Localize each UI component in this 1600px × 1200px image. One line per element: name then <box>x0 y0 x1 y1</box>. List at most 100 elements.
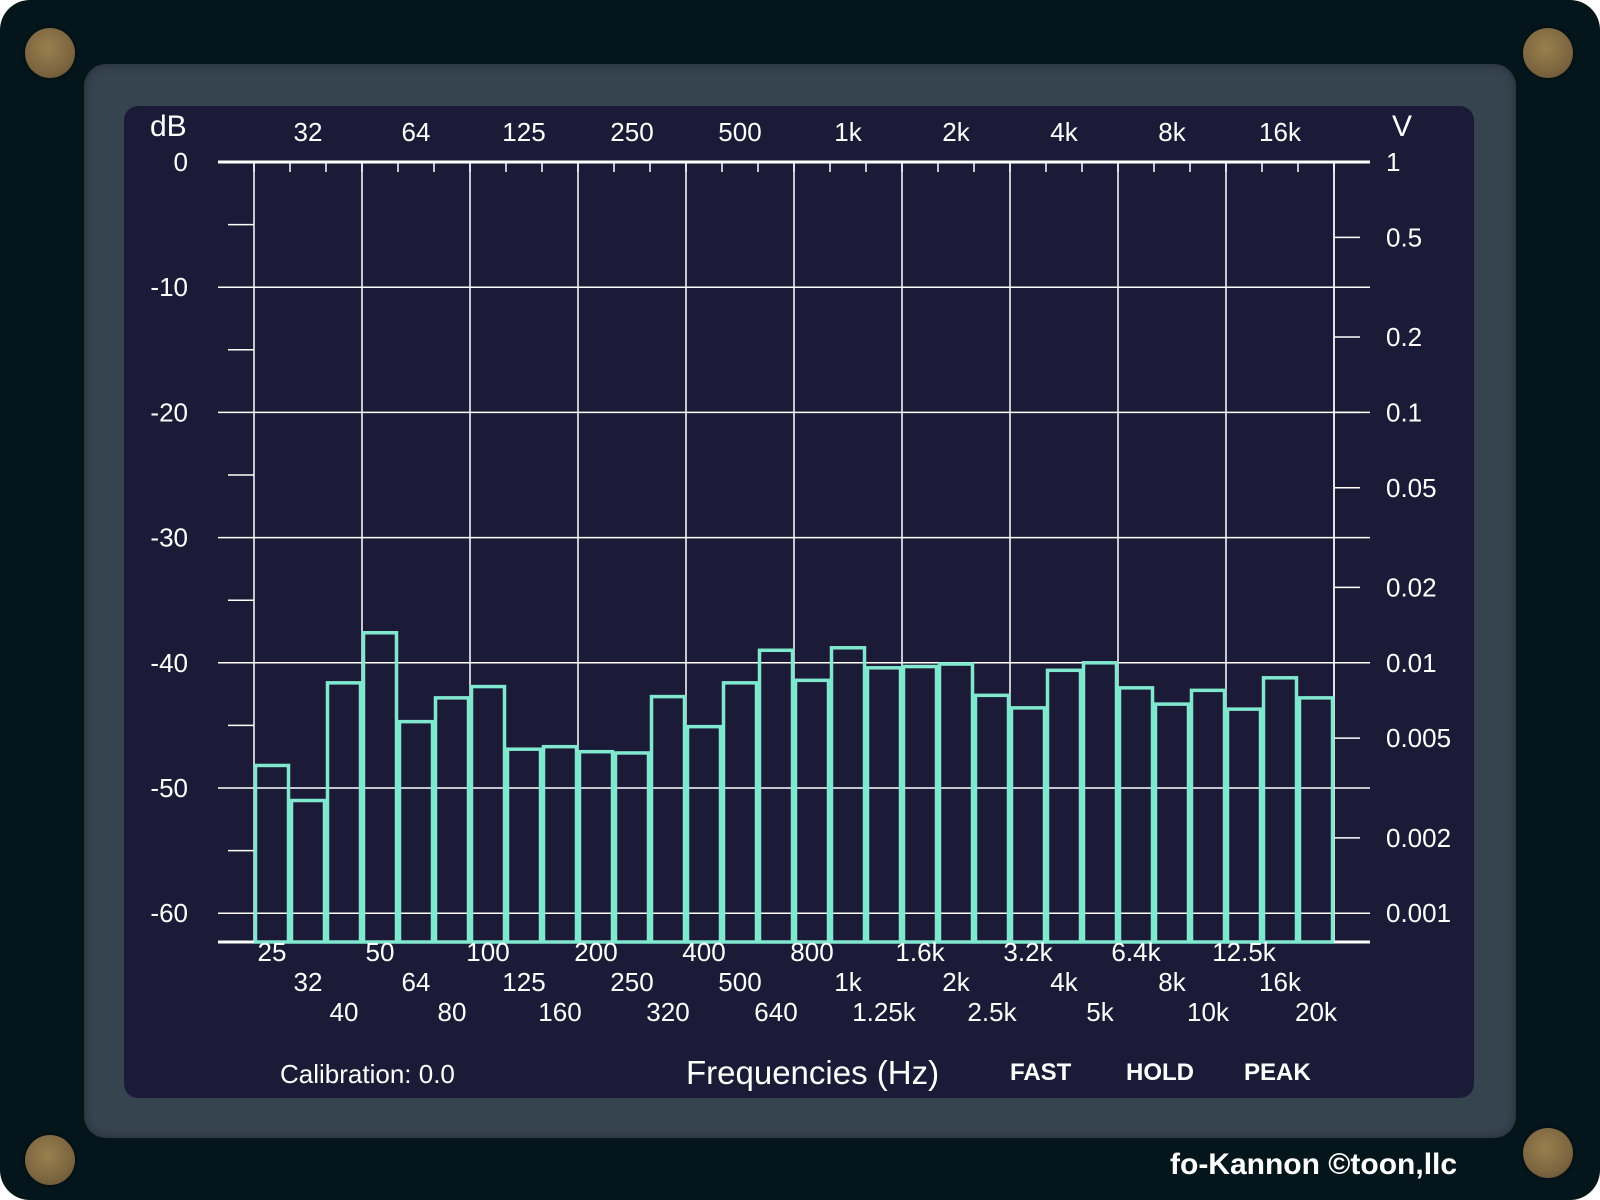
x-tick-label: 200 <box>574 937 617 967</box>
spectrum-bar <box>325 681 363 944</box>
x-tick-label: 25 <box>258 937 287 967</box>
right-tick-label: 0.1 <box>1386 397 1422 427</box>
top-tick-label: 4k <box>1050 117 1078 147</box>
x-tick-label: 500 <box>718 967 761 997</box>
top-tick-label: 32 <box>294 117 323 147</box>
spectrum-bar <box>505 747 543 944</box>
x-tick-label: 160 <box>538 997 581 1027</box>
x-tick-label: 1k <box>834 967 862 997</box>
top-tick-label: 500 <box>718 117 761 147</box>
spectrum-bar <box>829 646 867 944</box>
screw-top-left-icon <box>25 28 75 78</box>
right-tick-label: 0.01 <box>1386 648 1437 678</box>
screw-bottom-left-icon <box>25 1135 75 1185</box>
right-tick-label: 0.005 <box>1386 723 1451 753</box>
x-tick-label: 320 <box>646 997 689 1027</box>
x-tick-label: 40 <box>330 997 359 1027</box>
calibration-readout[interactable]: Calibration: 0.0 <box>280 1059 455 1089</box>
x-tick-label: 2k <box>942 967 970 997</box>
spectrum-bar <box>1261 676 1299 944</box>
x-tick-label: 12.5k <box>1212 937 1277 967</box>
right-axis-title: V <box>1392 110 1412 143</box>
x-tick-label: 20k <box>1295 997 1338 1027</box>
left-axis-title: dB <box>150 110 187 143</box>
spectrum-bar <box>1297 696 1335 944</box>
spectrum-bar <box>649 694 687 944</box>
x-tick-label: 64 <box>402 967 431 997</box>
x-tick-label: 250 <box>610 967 653 997</box>
right-tick-label: 1 <box>1386 147 1400 177</box>
x-tick-label: 1.25k <box>852 997 917 1027</box>
spectrum-bar <box>289 798 327 944</box>
x-tick-label: 800 <box>790 937 833 967</box>
peak-button[interactable]: PEAK <box>1244 1059 1311 1086</box>
right-tick-label: 0.2 <box>1386 322 1422 352</box>
spectrum-bar <box>685 724 723 944</box>
spectrum-bar <box>1009 706 1047 944</box>
spectrum-bar <box>433 696 471 944</box>
spectrum-bar <box>865 666 903 944</box>
x-tick-label: 2.5k <box>967 997 1017 1027</box>
right-tick-label: 0.02 <box>1386 572 1437 602</box>
x-tick-label: 3.2k <box>1003 937 1053 967</box>
x-tick-label: 400 <box>682 937 725 967</box>
spectrum-bar <box>469 684 507 944</box>
right-tick-label: 0.001 <box>1386 898 1451 928</box>
left-tick-label: -30 <box>150 523 188 553</box>
x-tick-label: 6.4k <box>1111 937 1161 967</box>
spectrum-bar <box>973 693 1011 944</box>
x-tick-label: 8k <box>1158 967 1186 997</box>
brand-label: fo-Kannon ©toon,llc <box>1170 1148 1458 1181</box>
x-tick-label: 1.6k <box>895 937 945 967</box>
spectrum-bar <box>1189 688 1227 944</box>
right-tick-label: 0.5 <box>1386 222 1422 252</box>
top-tick-label: 125 <box>502 117 545 147</box>
spectrum-bar <box>793 678 831 944</box>
top-tick-label: 2k <box>942 117 970 147</box>
hold-button[interactable]: HOLD <box>1126 1059 1194 1086</box>
x-axis-label: Frequencies (Hz) <box>686 1054 940 1091</box>
left-tick-label: -10 <box>150 272 188 302</box>
spectrum-bar <box>1117 686 1155 944</box>
x-tick-label: 4k <box>1050 967 1078 997</box>
spectrum-bar <box>541 744 579 944</box>
right-tick-label: 0.05 <box>1386 473 1437 503</box>
x-tick-label: 16k <box>1259 967 1302 997</box>
x-tick-label: 125 <box>502 967 545 997</box>
x-tick-label: 5k <box>1086 997 1114 1027</box>
left-tick-label: -60 <box>150 898 188 928</box>
spectrum-bar <box>397 719 435 944</box>
spectrum-bar <box>1225 707 1263 944</box>
spectrum-bar <box>577 749 615 944</box>
spectrum-chart: 1 0.5 0.2 0.1 0.05 0.02 0.01 0.005 0.002 0.001 0 -1… <box>150 110 1451 1027</box>
top-tick-label: 8k <box>1158 117 1186 147</box>
x-tick-label: 100 <box>466 937 509 967</box>
top-tick-label: 250 <box>610 117 653 147</box>
left-tick-label: -40 <box>150 648 188 678</box>
spectrum-bar <box>361 631 399 944</box>
right-tick-label: 0.002 <box>1386 823 1451 853</box>
spectrum-bar <box>1045 668 1083 944</box>
left-tick-label: -20 <box>150 397 188 427</box>
spectrum-bar <box>721 681 759 944</box>
x-tick-label: 32 <box>294 967 323 997</box>
left-tick-label: 0 <box>174 147 188 177</box>
top-tick-label: 16k <box>1259 117 1302 147</box>
top-tick-label: 64 <box>402 117 431 147</box>
spectrum-bar <box>253 763 291 944</box>
screw-top-right-icon <box>1523 28 1573 78</box>
x-tick-label: 10k <box>1187 997 1230 1027</box>
spectrum-bar <box>937 662 975 944</box>
spectrum-bar <box>613 751 651 944</box>
fast-button[interactable]: FAST <box>1010 1059 1072 1086</box>
spectrum-bar <box>757 648 795 944</box>
x-tick-label: 640 <box>754 997 797 1027</box>
left-tick-label: -50 <box>150 773 188 803</box>
screw-bottom-right-icon <box>1523 1128 1573 1178</box>
x-tick-label: 50 <box>366 937 395 967</box>
spectrum-bar <box>1153 702 1191 944</box>
spectrum-bar <box>901 664 939 944</box>
x-tick-label: 80 <box>438 997 467 1027</box>
spectrum-bar <box>1081 661 1119 944</box>
